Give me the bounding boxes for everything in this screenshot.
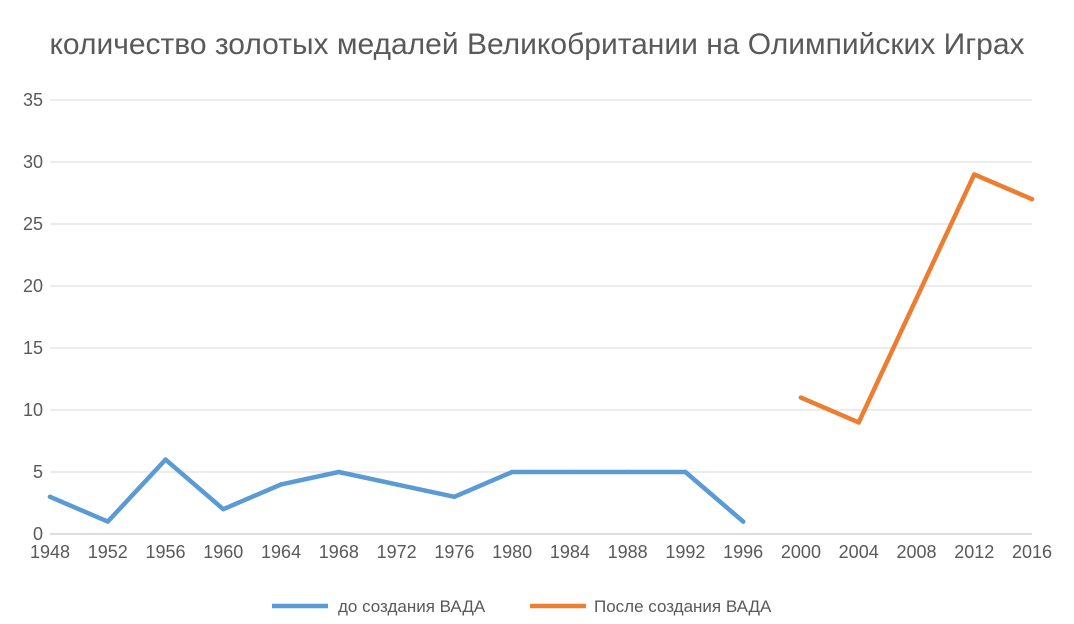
x-tick-label: 2012: [954, 542, 994, 562]
data-point: [452, 494, 457, 499]
data-point: [1029, 197, 1035, 202]
y-tick-label: 5: [33, 462, 43, 482]
y-tick-label: 20: [23, 276, 43, 296]
x-tick-label: 1968: [319, 542, 359, 562]
chart-title: количество золотых медалей Великобритани…: [49, 28, 1025, 61]
x-tick-label: 2016: [1012, 542, 1052, 562]
y-tick-label: 30: [23, 152, 43, 172]
data-point: [509, 469, 515, 475]
x-tick-label: 1992: [665, 542, 705, 562]
x-tick-label: 1980: [492, 542, 532, 562]
x-tick-label: 1984: [550, 542, 590, 562]
data-point: [105, 519, 110, 524]
legend-label-1: до создания ВАДА: [338, 597, 486, 616]
x-tick-label: 1976: [434, 542, 474, 562]
data-point: [394, 482, 399, 487]
data-point: [336, 469, 342, 475]
y-tick-label: 0: [33, 524, 43, 544]
y-tick-label: 10: [23, 400, 43, 420]
data-point: [856, 420, 861, 425]
x-tick-label: 1952: [88, 542, 128, 562]
x-tick-label: 2000: [781, 542, 821, 562]
legend-label-2: После создания ВАДА: [594, 597, 772, 616]
x-tick-label: 1948: [30, 542, 70, 562]
data-point: [163, 457, 168, 462]
data-point: [221, 507, 226, 512]
y-tick-label: 25: [23, 214, 43, 234]
data-point: [798, 395, 804, 400]
data-point: [47, 494, 53, 499]
x-tick-label: 1956: [146, 542, 186, 562]
x-tick-label: 1996: [723, 542, 763, 562]
data-point: [740, 519, 746, 524]
x-tick-label: 2004: [839, 542, 879, 562]
x-tick-label: 1964: [261, 542, 301, 562]
y-tick-label: 15: [23, 338, 43, 358]
data-point: [567, 469, 573, 475]
data-point: [683, 469, 688, 475]
data-point: [625, 469, 630, 475]
x-tick-label: 1960: [203, 542, 243, 562]
x-tick-label: 2008: [896, 542, 936, 562]
series-line-1: [47, 457, 746, 524]
data-point: [914, 296, 919, 301]
y-tick-label: 35: [23, 90, 43, 110]
data-point: [972, 172, 977, 177]
data-point: [278, 482, 284, 487]
x-tick-label: 1972: [377, 542, 417, 562]
x-tick-label: 1988: [608, 542, 648, 562]
